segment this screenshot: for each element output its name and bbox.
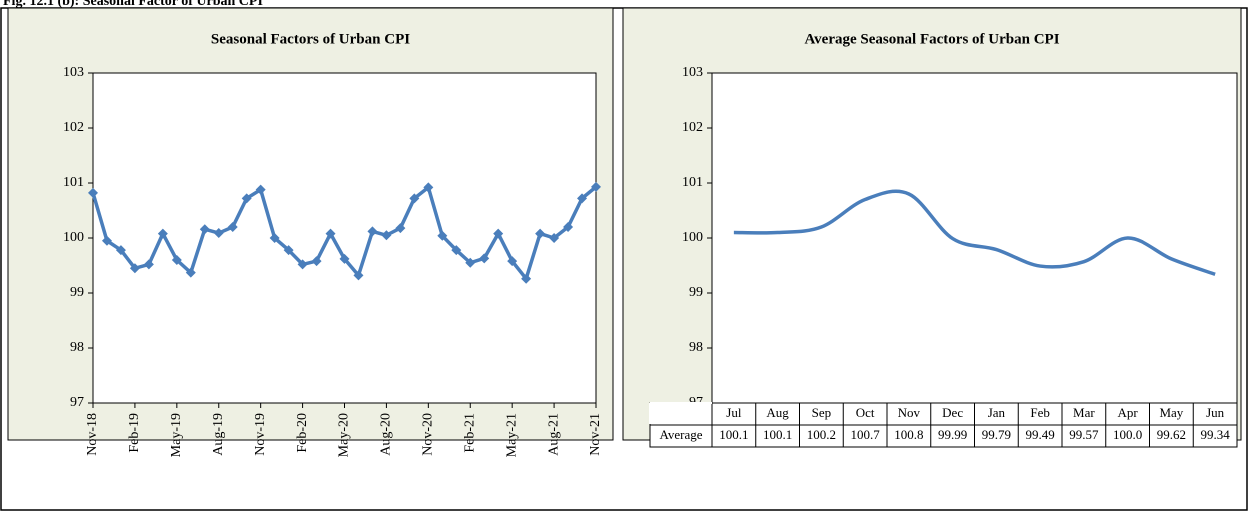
y-tick-label: 100 (63, 230, 84, 245)
marker (269, 233, 280, 243)
marker (353, 270, 364, 281)
x-tick-label: Aug-19 (211, 413, 226, 456)
plot-area (711, 72, 1238, 404)
x-tick-label: Nov-20 (421, 413, 436, 456)
y-tick-label: 102 (682, 120, 703, 135)
marker (185, 267, 196, 278)
marker (227, 222, 238, 232)
figure-title: Fig. 12.1 (b): Seasonal Factor of Urban … (3, 0, 263, 9)
chart-title: Average Seasonal Factors of Urban CPI (804, 31, 1059, 47)
x-tick-label: Feb-20 (295, 413, 310, 453)
table-cell: 100.1 (763, 427, 792, 442)
x-tick-label: May-21 (504, 413, 519, 457)
marker (535, 228, 546, 239)
x-tick-label: May-20 (337, 413, 352, 457)
marker (549, 233, 560, 243)
x-tick-label: Nov-18 (85, 413, 100, 456)
chart-title: Seasonal Factors of Urban CPI (211, 31, 410, 47)
table-cell: 99.99 (938, 427, 967, 442)
marker (241, 193, 252, 204)
table-cell: 99.79 (982, 427, 1011, 442)
marker (213, 228, 224, 239)
marker (101, 235, 112, 246)
x-tick-label: Nov-19 (253, 413, 268, 456)
y-tick-label: 102 (63, 120, 84, 135)
x-tick-label: Aug-20 (379, 413, 394, 456)
y-tick-label: 98 (689, 340, 703, 355)
marker (325, 228, 336, 239)
marker (311, 256, 322, 267)
marker (521, 273, 532, 284)
x-tick-label: Jun (1206, 405, 1225, 420)
x-tick-label: Apr (1118, 405, 1139, 420)
marker (451, 245, 462, 256)
y-tick-label: 103 (63, 65, 84, 80)
table-row-header: Average (659, 427, 702, 442)
x-tick-label: Sep (812, 405, 832, 420)
y-tick-label: 98 (70, 340, 84, 355)
marker (199, 224, 210, 235)
x-tick-label: May-19 (169, 413, 184, 457)
x-tick-label: Oct (856, 405, 875, 420)
marker (339, 253, 350, 264)
x-tick-label: May (1159, 405, 1183, 420)
x-tick-label: Nov (898, 405, 921, 420)
marker (437, 230, 448, 241)
marker (283, 245, 294, 256)
marker (493, 228, 504, 239)
x-tick-label: Feb (1030, 405, 1050, 420)
marker (465, 257, 476, 268)
marker (507, 256, 518, 267)
marker (563, 222, 574, 232)
x-tick-label: Mar (1073, 405, 1095, 420)
marker (591, 181, 601, 192)
marker (297, 259, 308, 270)
table-cell: 100.2 (807, 427, 836, 442)
y-tick-label: 100 (682, 230, 703, 245)
y-tick-label: 97 (70, 395, 84, 410)
x-tick-label: Nov-21 (588, 413, 603, 456)
series-line (733, 189, 1216, 276)
marker (381, 230, 392, 241)
table-cell: 99.57 (1069, 427, 1099, 442)
marker (367, 226, 378, 237)
x-tick-label: Jan (988, 405, 1006, 420)
marker (88, 187, 98, 198)
table-cell: 99.34 (1201, 427, 1231, 442)
x-tick-label: Aug (766, 405, 789, 420)
plot-area (92, 72, 597, 404)
y-tick-label: 101 (63, 175, 84, 190)
marker (395, 223, 406, 234)
marker (423, 182, 434, 193)
x-tick-label: Dec (942, 405, 963, 420)
marker (115, 245, 126, 256)
y-tick-label: 99 (689, 285, 703, 300)
table-cell: 99.62 (1157, 427, 1186, 442)
marker (129, 263, 140, 274)
x-tick-label: Jul (726, 405, 742, 420)
table-cell: 99.49 (1026, 427, 1055, 442)
marker (577, 193, 588, 204)
table-cell: 100.1 (719, 427, 748, 442)
table-cell: 100.8 (894, 427, 923, 442)
table-cell: 100.0 (1113, 427, 1142, 442)
table-cell: 100.7 (851, 427, 881, 442)
marker (479, 253, 490, 264)
marker (255, 184, 266, 195)
marker (171, 255, 182, 265)
y-tick-label: 101 (682, 175, 703, 190)
y-tick-label: 99 (70, 285, 84, 300)
x-tick-label: Aug-21 (546, 413, 561, 456)
x-tick-label: Feb-21 (462, 413, 477, 453)
marker (157, 228, 168, 239)
marker (409, 193, 420, 204)
marker (143, 259, 154, 270)
x-tick-label: Feb-19 (127, 413, 142, 453)
y-tick-label: 103 (682, 65, 703, 80)
